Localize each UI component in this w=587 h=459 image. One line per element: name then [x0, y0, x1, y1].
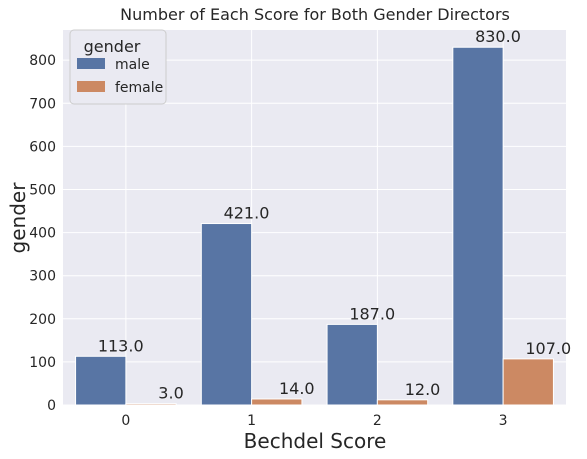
chart-title: Number of Each Score for Both Gender Dir…	[120, 5, 510, 24]
bar-female-0	[125, 403, 177, 406]
bar-male-1	[200, 223, 253, 406]
x-tick-label: 3	[499, 413, 508, 429]
x-tick-label: 2	[373, 413, 382, 429]
legend: gender male female	[69, 29, 167, 105]
y-tick-label: 200	[29, 312, 56, 328]
data-label: 3.0	[158, 384, 183, 403]
y-tick-labels: 0 100 200 300 400 500 600 700 800	[29, 53, 56, 414]
y-tick-label: 700	[29, 96, 56, 112]
y-tick-label: 100	[29, 355, 56, 371]
data-label: 113.0	[98, 336, 144, 355]
legend-title: gender	[84, 37, 141, 56]
y-tick-label: 500	[29, 182, 56, 198]
x-tick-label: 0	[121, 413, 130, 429]
y-tick-label: 0	[47, 398, 56, 414]
legend-label-female: female	[115, 80, 163, 96]
bar-female-2	[376, 399, 429, 406]
y-tick-label: 600	[29, 139, 56, 155]
y-tick-label: 300	[29, 269, 56, 285]
data-label: 830.0	[475, 27, 521, 46]
x-tick-label: 1	[247, 413, 256, 429]
bars	[75, 46, 554, 406]
y-axis-label: gender	[6, 182, 30, 254]
bar-female-3	[502, 358, 554, 406]
x-tick-labels: 0 1 2 3	[121, 413, 507, 429]
data-label: 14.0	[279, 379, 315, 398]
data-labels: 113.0 421.0 187.0 830.0 3.0 14.0 12.0 107.0	[98, 27, 571, 402]
bar-female-1	[251, 398, 303, 406]
data-label: 107.0	[525, 339, 571, 358]
legend-swatch-male	[77, 58, 105, 69]
x-axis-label: Bechdel Score	[244, 429, 387, 453]
bar-male-3	[452, 46, 504, 406]
data-label: 187.0	[349, 304, 395, 323]
y-tick-label: 400	[29, 226, 56, 242]
y-tick-label: 800	[29, 53, 56, 69]
bar-male-0	[75, 355, 127, 406]
legend-swatch-female	[77, 81, 105, 92]
data-label: 12.0	[405, 380, 441, 399]
bar-male-2	[326, 323, 378, 406]
data-label: 421.0	[224, 204, 270, 223]
legend-label-male: male	[115, 57, 150, 73]
